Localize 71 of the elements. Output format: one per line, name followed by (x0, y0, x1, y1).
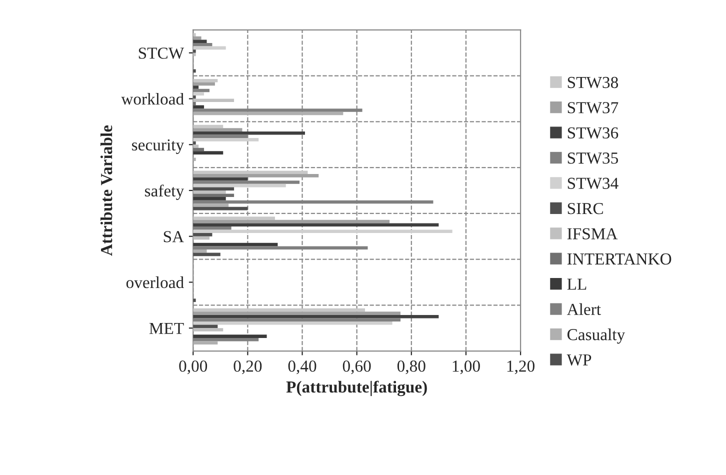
bar (193, 197, 226, 200)
legend-label: SIRC (568, 202, 603, 214)
y-tick-label: MET (149, 322, 184, 334)
bar (193, 46, 226, 50)
bar (193, 102, 196, 106)
x-tick-label: 0,00 (179, 360, 208, 374)
x-tick-label: 1,00 (452, 360, 480, 374)
bar (193, 341, 218, 345)
bar (193, 312, 400, 315)
legend-label: IFSMA (567, 228, 618, 240)
bar (193, 128, 242, 132)
legend-label: STW38 (568, 76, 618, 88)
legend-label: Casualty (567, 328, 626, 344)
bar (193, 190, 226, 194)
bar (193, 124, 224, 128)
legend-label: WP (566, 354, 592, 366)
bar (193, 334, 267, 338)
x-tick-label: 0,20 (234, 360, 262, 374)
bar (193, 187, 234, 190)
bar (193, 79, 218, 82)
legend-label: INTERTANKO (567, 253, 672, 265)
bar (193, 40, 207, 43)
y-tick-label: STCW (138, 48, 184, 59)
bar (193, 314, 439, 318)
y-tick-label: workload (121, 92, 184, 105)
x-tick-label: 0,80 (397, 360, 426, 374)
bar (193, 131, 305, 135)
legend-label: STW36 (568, 127, 618, 139)
bar (193, 249, 207, 253)
y-tick-label: overload (126, 276, 184, 288)
bar (193, 138, 259, 142)
y-tick-label: security (132, 139, 184, 154)
bar (193, 170, 308, 174)
bar (193, 230, 452, 234)
x-tick-label: 0,60 (342, 360, 371, 374)
legend-label: STW35 (568, 152, 618, 164)
bar (193, 184, 286, 188)
bar (193, 322, 392, 325)
bar (193, 92, 204, 96)
bar (193, 216, 275, 220)
bar (193, 194, 234, 198)
bar (193, 204, 229, 207)
x-axis-title: P(attrubute|fatigue) (286, 380, 427, 396)
bar (193, 242, 278, 246)
bar (193, 223, 439, 226)
bar (193, 50, 196, 53)
bar (193, 252, 220, 256)
bar (193, 177, 248, 181)
bar (193, 86, 199, 89)
legend-label: LL (567, 278, 586, 290)
bar (193, 220, 390, 224)
bar (193, 33, 196, 36)
y-tick-label: SA (164, 231, 184, 242)
bar (193, 308, 366, 312)
y-axis-title: Attribute Variable (100, 125, 112, 256)
bar (193, 98, 234, 102)
bar (193, 82, 215, 86)
legend-label: STW37 (568, 102, 618, 114)
legend-label: STW34 (568, 178, 618, 190)
x-tick-label: 1,20 (507, 360, 534, 374)
y-tick-label: safety (144, 184, 184, 200)
bar (193, 174, 319, 178)
bar (193, 328, 224, 332)
x-tick-label: 0,40 (288, 360, 316, 374)
bar (193, 144, 199, 148)
bar (193, 112, 344, 116)
bar (193, 298, 196, 302)
bar (193, 151, 224, 154)
legend-label: Alert (566, 303, 601, 316)
bar (193, 206, 248, 210)
bar (193, 233, 212, 236)
